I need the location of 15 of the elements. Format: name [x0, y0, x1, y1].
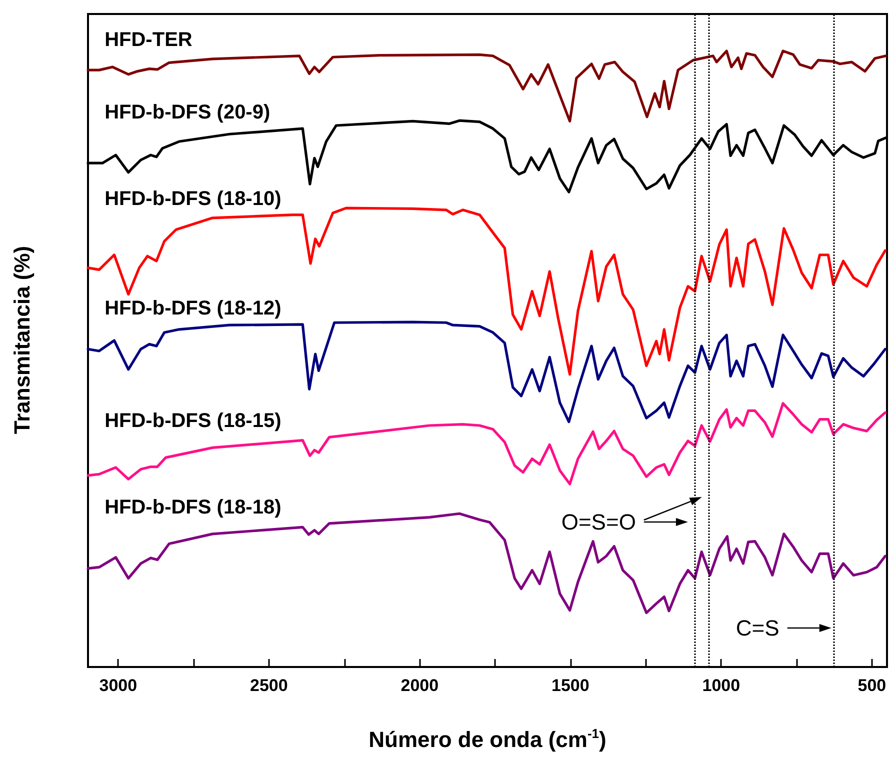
series-label: HFD-b-DFS (18-10): [104, 188, 282, 210]
x-tick-label: 1500: [552, 676, 590, 695]
annotation: C=S: [736, 616, 780, 640]
x-tick-label: 2000: [400, 676, 439, 695]
series-label: HFD-b-DFS (18-12): [104, 297, 282, 320]
series-label: HFD-b-DFS (20-9): [104, 102, 270, 124]
series-label: HFD-b-DFS (18-18): [104, 496, 282, 518]
series-label: HFD-TER: [104, 28, 193, 51]
x-tick-label: 2500: [250, 676, 288, 695]
x-tick-label: 500: [858, 676, 886, 695]
x-tick-label: 3000: [99, 676, 138, 695]
y-axis-title: Transmitancia (%): [10, 246, 34, 434]
series-label: HFD-b-DFS (18-15): [104, 410, 282, 432]
annotation: O=S=O: [561, 510, 636, 534]
x-tick-label: 1000: [702, 676, 740, 695]
